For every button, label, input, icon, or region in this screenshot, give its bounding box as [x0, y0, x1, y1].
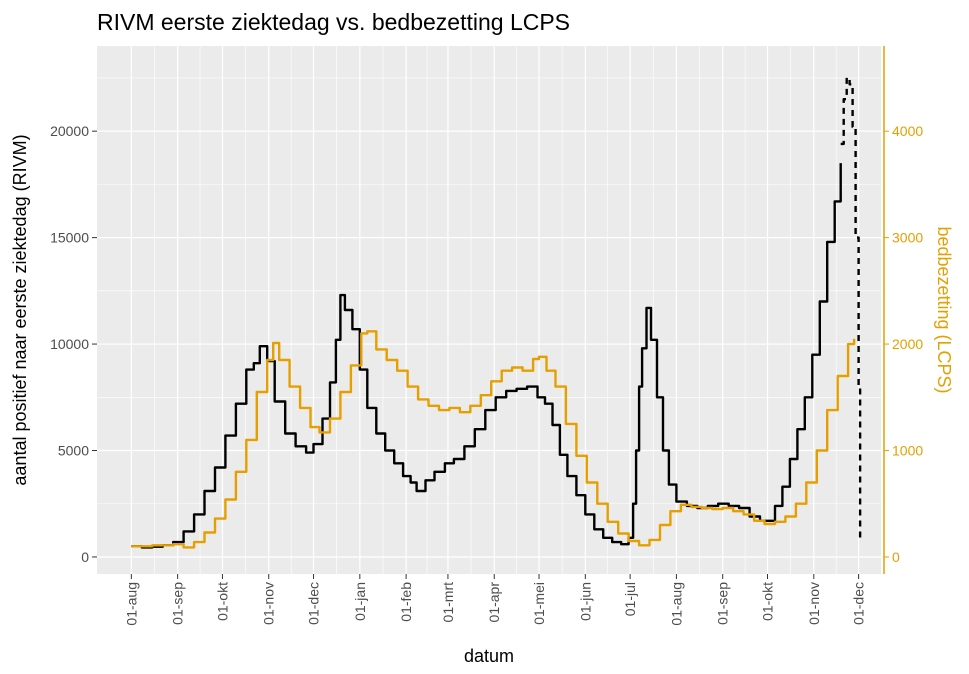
y-right-tick-label: 2000: [892, 336, 923, 352]
grid-lines: [97, 46, 881, 574]
y-left-tick-label: 5000: [58, 443, 89, 459]
x-tick-label: 01-jan: [352, 582, 368, 621]
x-tick-label: 01-dec: [851, 582, 867, 625]
x-tick-label: 01-jun: [577, 582, 593, 621]
x-tick-label: 01-jul: [622, 582, 638, 616]
chart-title: RIVM eerste ziektedag vs. bedbezetting L…: [97, 9, 570, 35]
x-tick-label: 01-okt: [214, 582, 230, 621]
series-line-rivm-dashed: [840, 76, 862, 538]
y-right-tick-label: 0: [892, 549, 900, 565]
x-tick-label: 01-mei: [531, 582, 547, 625]
x-tick-label: 01-nov: [806, 582, 822, 625]
x-tick-label: 01-feb: [398, 582, 414, 622]
x-tick-label: 01-sep: [715, 582, 731, 625]
y-left-tick-label: 0: [81, 549, 89, 565]
y-left-tick-label: 20000: [50, 123, 89, 139]
series-line-lcps: [131, 330, 856, 549]
y-axis-right-title: bedbezetting (LCPS): [934, 226, 954, 393]
x-tick-label: 01-apr: [486, 582, 502, 623]
x-tick-label: 01-aug: [123, 582, 139, 626]
x-tick-label: 01-dec: [306, 582, 322, 625]
x-tick-label: 01-okt: [760, 582, 776, 621]
y-right-tick-label: 3000: [892, 230, 923, 246]
series-lines: [131, 76, 862, 549]
x-tick-label: 01-nov: [261, 582, 277, 625]
y-left-tick-label: 15000: [50, 230, 89, 246]
plot-panel: [97, 46, 881, 574]
y-axis-left-title: aantal positief naar eerste ziektedag (R…: [10, 134, 30, 485]
axes: 01-aug 01-sep 01-okt 01-nov 01-dec 01-jan 01-f…: [50, 46, 923, 626]
y-right-tick-label: 4000: [892, 123, 923, 139]
y-right-tick-label: 1000: [892, 443, 923, 459]
x-axis-title: datum: [464, 646, 514, 666]
x-tick-label: 01-mrt: [440, 582, 456, 623]
x-tick-label: 01-sep: [170, 582, 186, 625]
y-left-tick-label: 10000: [50, 336, 89, 352]
x-tick-label: 01-aug: [668, 582, 684, 626]
